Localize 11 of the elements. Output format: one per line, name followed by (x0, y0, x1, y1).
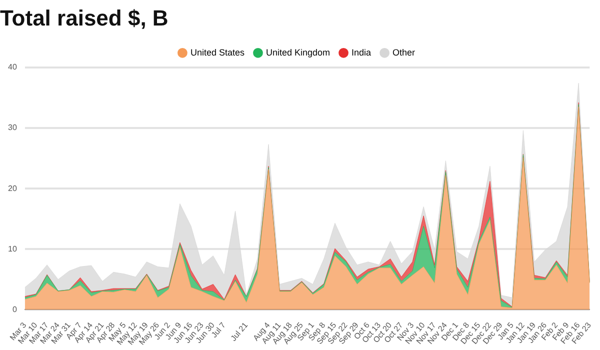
legend-label: United States (190, 47, 245, 58)
y-tick-label: 0 (12, 304, 18, 314)
chart-title: Total raised $, B (0, 5, 168, 30)
y-tick-label: 40 (8, 62, 18, 72)
x-tick-label: Jul 21 (228, 320, 250, 343)
legend-label: Other (392, 47, 416, 58)
legend-label: India (352, 47, 372, 58)
legend-label: United Kingdom (266, 47, 330, 58)
y-tick-label: 30 (8, 123, 18, 132)
y-tick-label: 10 (8, 244, 18, 254)
y-tick-label: 20 (8, 184, 18, 193)
